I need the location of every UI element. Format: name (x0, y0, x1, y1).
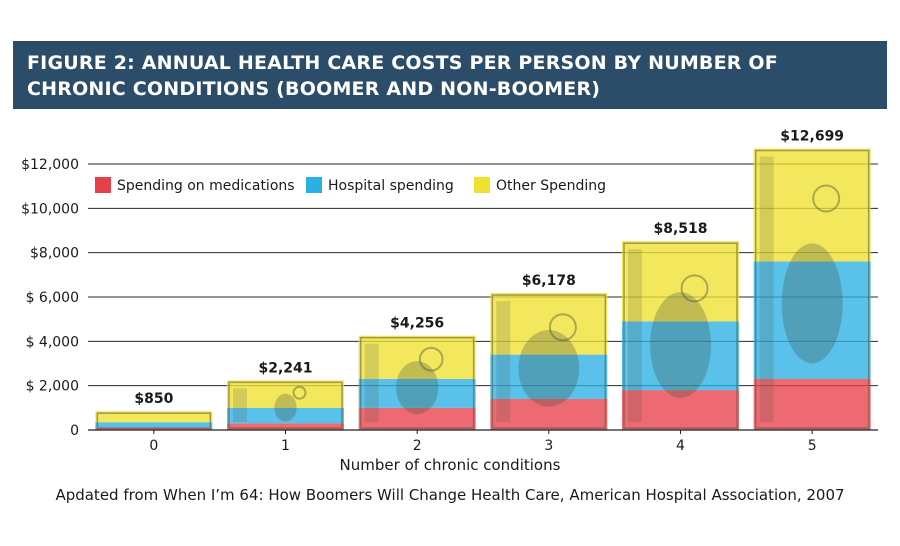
legend-label: Hospital spending (328, 178, 454, 194)
bar-segment-other-spending (753, 148, 871, 262)
legend-label: Other Spending (496, 178, 606, 194)
x-tick-label: 4 (676, 438, 685, 454)
y-tick-label: 0 (70, 423, 79, 439)
gridlines (88, 163, 878, 387)
source-caption: Apdated from When I’m 64: How Boomers Wi… (55, 486, 845, 504)
y-tick-label: $10,000 (21, 201, 79, 217)
legend-label: Spending on medications (117, 178, 295, 194)
x-axis-ticks: 0 1 2 3 4 5 (149, 430, 817, 454)
bill-frame (623, 242, 738, 429)
bar-segment-hospital-spending (358, 379, 476, 408)
bar-stack-2 (358, 335, 476, 430)
bar-segment-other-spending (622, 241, 739, 322)
legend-item: Hospital spending (306, 177, 454, 194)
total-label: $2,241 (258, 360, 312, 376)
bill-ornament (233, 388, 247, 422)
bill-seal (812, 184, 841, 213)
bar-segment-other-spending (358, 335, 476, 380)
y-tick-label: $8,000 (30, 246, 79, 262)
bar-segment-spending-on-medications (227, 423, 344, 430)
legend-item: Other Spending (474, 177, 606, 194)
y-tick-label: $ 2,000 (26, 379, 79, 395)
total-label: $8,518 (653, 221, 707, 237)
total-label: $6,178 (522, 273, 576, 289)
y-tick-label: $ 4,000 (26, 334, 79, 350)
y-tick-label: $12,000 (21, 157, 79, 173)
bar-stack-0 (95, 411, 213, 430)
bar-segment-spending-on-medications (358, 407, 476, 430)
bill-ornament (759, 156, 774, 422)
bar-segment-other-spending (490, 293, 608, 355)
bill-ornament (628, 249, 642, 422)
bill-portrait (274, 393, 297, 422)
total-label: $850 (134, 391, 173, 407)
bar-stack-3 (490, 293, 608, 430)
y-axis-ticks: 0 $ 2,000 $ 4,000 $ 6,000 $8,000 $10,000 $12,0… (21, 157, 79, 439)
x-tick-label: 5 (808, 438, 817, 454)
x-tick-label: 2 (413, 438, 422, 454)
bar-segment-hospital-spending (753, 261, 871, 380)
bar-segment-hospital-spending (622, 321, 739, 391)
bill-portrait (518, 330, 580, 407)
bar-stack-5 (753, 148, 871, 430)
y-tick-label: $ 6,000 (26, 290, 79, 306)
bill-seal (680, 274, 709, 303)
bar-segment-spending-on-medications (95, 427, 213, 430)
bill-portrait (650, 292, 711, 398)
total-label: $4,256 (390, 316, 444, 332)
bill-portrait (781, 243, 843, 364)
x-axis-label: Number of chronic conditions (340, 456, 561, 474)
bill-frame (754, 149, 870, 429)
bill-frame (96, 412, 212, 429)
legend-item: Spending on medications (95, 177, 295, 194)
bars (95, 148, 871, 430)
bill-seal (548, 313, 577, 342)
chart-title: FIGURE 2: ANNUAL HEALTH CARE COSTS PER P… (27, 52, 778, 100)
total-label: $12,699 (780, 129, 844, 145)
bill-seal (418, 346, 444, 372)
bill-frame (491, 294, 607, 429)
legend-swatch (474, 177, 490, 193)
bar-segment-hospital-spending (95, 422, 213, 428)
legend: Spending on medications Hospital spending… (95, 177, 606, 194)
bill-ornament (496, 301, 511, 422)
x-tick-label: 3 (544, 438, 553, 454)
bar-segment-spending-on-medications (490, 398, 608, 430)
bar-stack-1 (227, 380, 344, 430)
bill-portrait (396, 361, 439, 414)
title-banner: FIGURE 2: ANNUAL HEALTH CARE COSTS PER P… (13, 41, 887, 109)
bill-frame (359, 336, 475, 429)
total-labels: $850 $2,241 $4,256 $6,178 $8,518 $12,699 (134, 129, 844, 408)
bill-frame (228, 381, 343, 429)
bar-segment-spending-on-medications (753, 379, 871, 430)
bar-segment-other-spending (95, 411, 213, 423)
bar-stack-4 (622, 241, 739, 430)
x-tick-label: 1 (281, 438, 290, 454)
legend-swatch (95, 177, 111, 193)
bar-segment-spending-on-medications (622, 390, 739, 430)
bill-seal (292, 385, 307, 400)
bar-segment-hospital-spending (490, 354, 608, 399)
legend-swatch (306, 177, 322, 193)
bill-ornament (364, 343, 379, 422)
x-tick-label: 0 (149, 438, 158, 454)
bar-segment-hospital-spending (227, 407, 344, 424)
bar-segment-other-spending (227, 380, 344, 408)
